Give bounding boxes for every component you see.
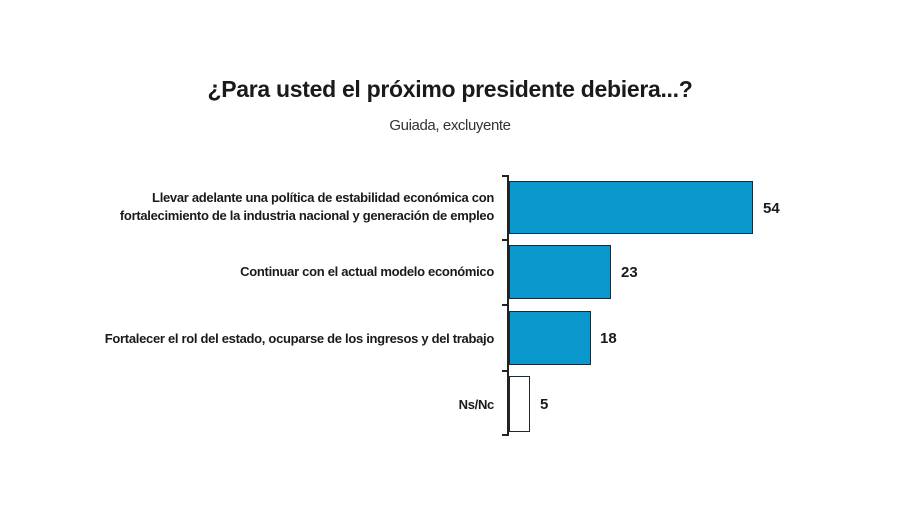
category-label: Ns/Nc xyxy=(458,397,495,412)
chart-title: ¿Para usted el próximo presidente debier… xyxy=(207,76,693,102)
axis-tick xyxy=(502,370,508,372)
bar-stability-policy xyxy=(509,181,753,234)
axis-tick xyxy=(502,434,508,436)
category-label: Fortalecer el rol del estado, ocuparse d… xyxy=(104,331,495,346)
bar-ns-nc xyxy=(509,376,530,432)
chart-subtitle: Guiada, excluyente xyxy=(389,117,511,134)
axis-tick xyxy=(502,304,508,306)
axis-tick xyxy=(502,239,508,241)
category-label-line: Llevar adelante una política de estabili… xyxy=(152,190,494,205)
value-label: 23 xyxy=(621,264,638,281)
category-label-line: fortalecimiento de la industria nacional… xyxy=(119,208,494,223)
value-label: 5 xyxy=(540,396,549,413)
category-label: Continuar con el actual modelo económico xyxy=(240,264,494,279)
axis-tick xyxy=(502,175,508,177)
y-axis-line xyxy=(507,175,509,436)
value-label: 54 xyxy=(763,200,780,217)
value-label: 18 xyxy=(600,330,617,347)
bar-continue-model xyxy=(509,245,611,299)
bar-strengthen-state xyxy=(509,311,591,365)
category-label: Llevar adelante una política de estabili… xyxy=(120,189,494,225)
